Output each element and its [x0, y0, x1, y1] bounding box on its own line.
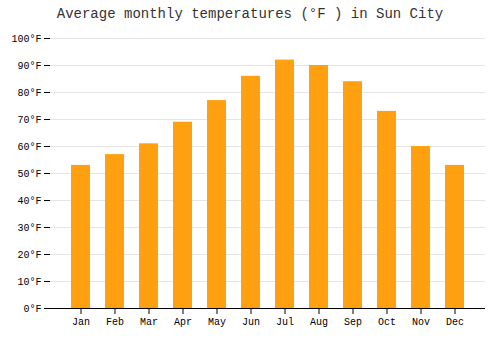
- svg-text:30°F: 30°F: [17, 223, 41, 234]
- svg-text:Dec: Dec: [446, 317, 464, 328]
- svg-text:60°F: 60°F: [17, 142, 41, 153]
- svg-text:May: May: [208, 317, 226, 328]
- svg-text:20°F: 20°F: [17, 250, 41, 261]
- svg-text:10°F: 10°F: [17, 277, 41, 288]
- svg-text:80°F: 80°F: [17, 88, 41, 99]
- svg-text:70°F: 70°F: [17, 115, 41, 126]
- svg-text:Sep: Sep: [344, 317, 362, 328]
- svg-text:90°F: 90°F: [17, 61, 41, 72]
- svg-text:100°F: 100°F: [11, 34, 41, 45]
- svg-text:Oct: Oct: [378, 317, 396, 328]
- svg-text:Nov: Nov: [412, 317, 430, 328]
- svg-text:40°F: 40°F: [17, 196, 41, 207]
- svg-text:Jul: Jul: [276, 317, 294, 328]
- svg-text:50°F: 50°F: [17, 169, 41, 180]
- svg-text:Mar: Mar: [140, 317, 158, 328]
- svg-text:Jun: Jun: [242, 317, 260, 328]
- svg-text:0°F: 0°F: [23, 304, 41, 315]
- svg-text:Jan: Jan: [72, 317, 90, 328]
- svg-text:Aug: Aug: [310, 317, 328, 328]
- svg-text:Feb: Feb: [106, 317, 124, 328]
- svg-text:Apr: Apr: [174, 317, 192, 328]
- html-text:Average monthly temperatures (: Average monthly temperatures (°F ) in Su…: [56, 6, 444, 22]
